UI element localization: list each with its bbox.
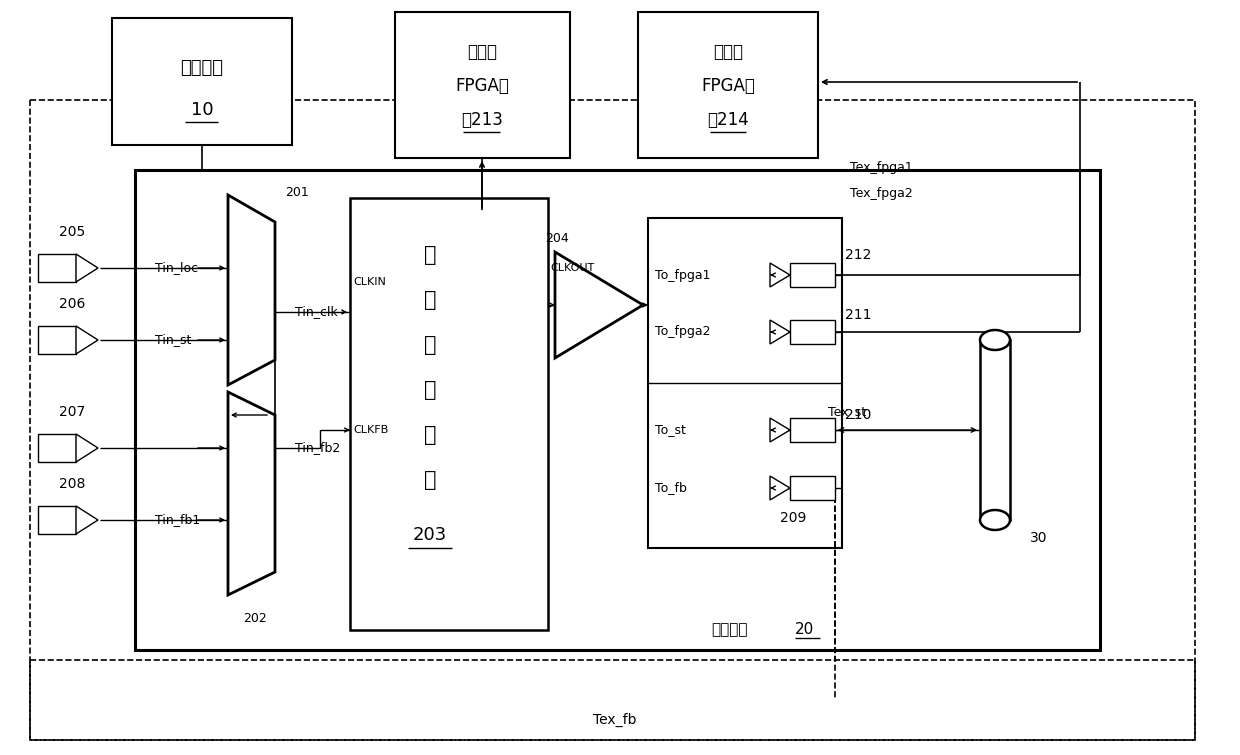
Text: Tin_fb2: Tin_fb2 bbox=[295, 442, 340, 455]
Text: FPGA芯: FPGA芯 bbox=[701, 77, 755, 95]
Text: Tin_loc: Tin_loc bbox=[155, 261, 198, 275]
Bar bbox=[38, 506, 76, 534]
Text: To_fpga1: To_fpga1 bbox=[655, 269, 711, 282]
Text: CLKFB: CLKFB bbox=[353, 425, 388, 435]
Bar bbox=[30, 100, 1195, 740]
Text: 时: 时 bbox=[424, 245, 436, 265]
Polygon shape bbox=[556, 252, 644, 358]
Polygon shape bbox=[770, 418, 790, 442]
Text: Tin_fb1: Tin_fb1 bbox=[155, 513, 200, 526]
Text: 元: 元 bbox=[424, 470, 436, 490]
Text: 10: 10 bbox=[191, 101, 213, 119]
Text: 207: 207 bbox=[58, 405, 86, 419]
Polygon shape bbox=[228, 195, 275, 385]
Bar bbox=[38, 434, 76, 462]
Text: 210: 210 bbox=[844, 408, 872, 422]
Text: FPGA芯: FPGA芯 bbox=[455, 77, 508, 95]
Text: 209: 209 bbox=[780, 511, 806, 525]
Polygon shape bbox=[76, 326, 98, 354]
Bar bbox=[649, 218, 842, 548]
Bar bbox=[135, 170, 1100, 650]
Text: 时钟芯片: 时钟芯片 bbox=[181, 59, 223, 77]
Text: Tex_fpga2: Tex_fpga2 bbox=[849, 186, 913, 199]
Text: 204: 204 bbox=[546, 232, 569, 245]
Text: 主控芯片: 主控芯片 bbox=[712, 623, 748, 637]
Ellipse shape bbox=[980, 510, 1011, 530]
Polygon shape bbox=[76, 506, 98, 534]
Text: Tex_fb: Tex_fb bbox=[593, 713, 637, 727]
Bar bbox=[790, 263, 835, 287]
Bar bbox=[980, 340, 1011, 520]
Text: 管: 管 bbox=[424, 335, 436, 355]
Bar bbox=[38, 326, 76, 354]
Text: 212: 212 bbox=[844, 248, 872, 262]
Text: Tex_st: Tex_st bbox=[828, 405, 866, 418]
Bar bbox=[790, 476, 835, 500]
Bar bbox=[639, 12, 818, 158]
Text: 201: 201 bbox=[285, 186, 309, 199]
Text: 203: 203 bbox=[413, 526, 448, 544]
Text: 单: 单 bbox=[424, 425, 436, 445]
Bar bbox=[30, 660, 1195, 740]
Ellipse shape bbox=[980, 330, 1011, 350]
Text: CLKOUT: CLKOUT bbox=[551, 263, 594, 273]
Text: 205: 205 bbox=[58, 225, 86, 239]
Bar bbox=[350, 198, 548, 630]
Text: CLKIN: CLKIN bbox=[353, 277, 386, 287]
Text: 钟: 钟 bbox=[424, 290, 436, 310]
Polygon shape bbox=[770, 263, 790, 287]
Text: 理: 理 bbox=[424, 380, 436, 400]
Text: 208: 208 bbox=[58, 477, 86, 491]
Text: To_fb: To_fb bbox=[655, 482, 687, 495]
Text: 202: 202 bbox=[243, 612, 267, 624]
Text: 第一从: 第一从 bbox=[467, 43, 497, 61]
Text: 211: 211 bbox=[844, 308, 872, 322]
Text: 20: 20 bbox=[795, 623, 815, 637]
Bar bbox=[38, 254, 76, 282]
Text: 206: 206 bbox=[58, 297, 86, 311]
Polygon shape bbox=[76, 254, 98, 282]
Polygon shape bbox=[770, 320, 790, 344]
Text: To_fpga2: To_fpga2 bbox=[655, 325, 711, 338]
Text: Tin_st: Tin_st bbox=[155, 334, 191, 347]
Bar bbox=[790, 418, 835, 442]
Text: 30: 30 bbox=[1030, 531, 1048, 545]
Text: 片214: 片214 bbox=[707, 111, 749, 129]
Bar bbox=[396, 12, 570, 158]
Text: To_st: To_st bbox=[655, 424, 686, 436]
Polygon shape bbox=[76, 434, 98, 462]
Polygon shape bbox=[228, 392, 275, 595]
Text: Tex_fpga1: Tex_fpga1 bbox=[849, 162, 913, 174]
Bar bbox=[112, 18, 291, 145]
Polygon shape bbox=[770, 476, 790, 500]
Bar bbox=[790, 320, 835, 344]
Text: 第二从: 第二从 bbox=[713, 43, 743, 61]
Text: 片213: 片213 bbox=[461, 111, 503, 129]
Text: Tin_clk: Tin_clk bbox=[295, 306, 337, 319]
